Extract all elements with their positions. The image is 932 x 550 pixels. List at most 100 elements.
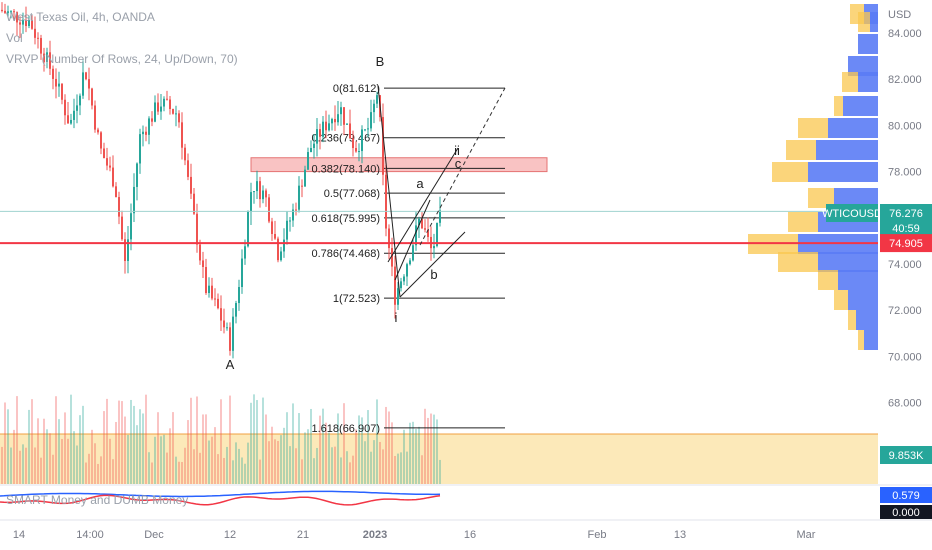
candle-body: [181, 122, 183, 148]
candle-body: [55, 78, 57, 87]
candle-body: [109, 165, 111, 168]
candle-body: [415, 225, 417, 246]
vrvp-up-13: [838, 270, 878, 290]
line-price-text: 74.905: [889, 238, 923, 250]
vrvp-up-15: [856, 310, 878, 330]
volume-bar: [163, 434, 165, 484]
vrvp-down-7: [786, 140, 816, 160]
volume-bar: [136, 425, 138, 484]
volume-bar: [148, 452, 150, 484]
volume-bar: [310, 408, 312, 484]
volume-bar: [40, 457, 42, 484]
volume-bar: [25, 447, 27, 484]
volume-bar: [55, 396, 57, 484]
volume-bar: [142, 413, 144, 484]
candle-body: [424, 228, 426, 230]
wave-label-c: c: [455, 156, 462, 171]
volume-bar: [109, 438, 111, 484]
volume-bar: [241, 457, 243, 484]
candle-body: [169, 99, 171, 109]
volume-bar: [274, 439, 276, 484]
drawing-lines[interactable]: [0, 85, 878, 298]
candles: [1, 2, 441, 359]
candle-body: [271, 221, 273, 234]
volume-bar: [301, 459, 303, 484]
vrvp-down-9: [808, 188, 834, 208]
candle-body: [310, 148, 312, 153]
volume-bar: [13, 429, 15, 484]
legend-symbol[interactable]: West Texas Oil, 4h, OANDA: [6, 10, 155, 24]
price-axis: 84.000 82.000 80.000 78.000 74.000 72.000 70.0…: [888, 9, 922, 410]
candle-body: [187, 160, 189, 177]
candle-body: [259, 181, 261, 200]
candle-body: [70, 119, 72, 124]
volume-bar: [1, 446, 3, 484]
candle-body: [73, 110, 75, 120]
channel-lower: [399, 231, 466, 298]
volume-bar: [265, 414, 267, 484]
candle-body: [253, 191, 255, 193]
candle-body: [85, 72, 87, 80]
candle-body: [250, 192, 252, 212]
candle-body: [361, 129, 363, 152]
candle-body: [64, 99, 66, 116]
volume-bar: [76, 445, 78, 484]
volume-bar: [112, 459, 114, 484]
volume-bar: [118, 400, 120, 484]
candle-body: [82, 72, 84, 96]
candle-body: [274, 233, 276, 239]
volume-bar: [403, 429, 405, 484]
candle-body: [220, 308, 222, 321]
volume-bar: [247, 442, 249, 484]
vrvp-up-3: [848, 56, 878, 76]
candle-body: [112, 167, 114, 187]
time-tick-8: 13: [674, 529, 686, 541]
volume-bar: [412, 421, 414, 484]
legend-vol[interactable]: Vol: [6, 31, 23, 45]
channel-mid: [394, 199, 431, 281]
wave-label-i: i: [395, 310, 398, 325]
candle-body: [142, 131, 144, 135]
vrvp-down-5: [834, 96, 843, 116]
indicator-pane: [0, 484, 932, 506]
time-tick-7: Feb: [588, 529, 607, 541]
volume-bar: [409, 422, 411, 484]
volume-bar: [304, 432, 306, 484]
volume-bar: [313, 458, 315, 484]
volume-bar: [154, 436, 156, 484]
legend-vrvp[interactable]: VRVP (Number Of Rows, 24, Up/Down, 70): [6, 52, 238, 66]
volume-bar: [238, 448, 240, 484]
legend-indicator[interactable]: SMART Money and DUMB Money: [6, 493, 189, 507]
candle-body: [49, 52, 51, 69]
candle-body: [172, 108, 174, 114]
candle-body: [403, 276, 405, 282]
volume-bar: [385, 406, 387, 484]
candle-body: [349, 123, 351, 139]
volume-bar: [172, 412, 174, 484]
volume-bar: [16, 396, 18, 484]
time-tick-3: 12: [224, 529, 236, 541]
volume-bar: [325, 422, 327, 484]
candle-body: [91, 88, 93, 106]
volume-bar: [439, 459, 441, 484]
fib-label-4: 0.618(75.995): [312, 213, 381, 225]
volume-bar: [106, 398, 108, 484]
candle-body: [295, 209, 297, 211]
candle-body: [325, 121, 327, 131]
candle-body: [322, 121, 324, 137]
candle-body: [391, 248, 393, 267]
volume-bar: [370, 451, 372, 484]
projection-dashed: [419, 87, 506, 246]
volume-bar: [424, 408, 426, 484]
price-tick-7: 68.000: [888, 398, 922, 410]
candle-body: [103, 148, 105, 159]
fibonacci-retracement[interactable]: 0(81.612) 0.236(79.467) 0.382(78.140) 0.5(7…: [312, 83, 506, 435]
candle-body: [409, 260, 411, 265]
candle-body: [370, 112, 372, 129]
candle-body: [394, 266, 396, 305]
volume-bar: [397, 453, 399, 484]
fib-label-7: 1.618(66.907): [312, 423, 381, 435]
volume-bar: [19, 450, 21, 484]
